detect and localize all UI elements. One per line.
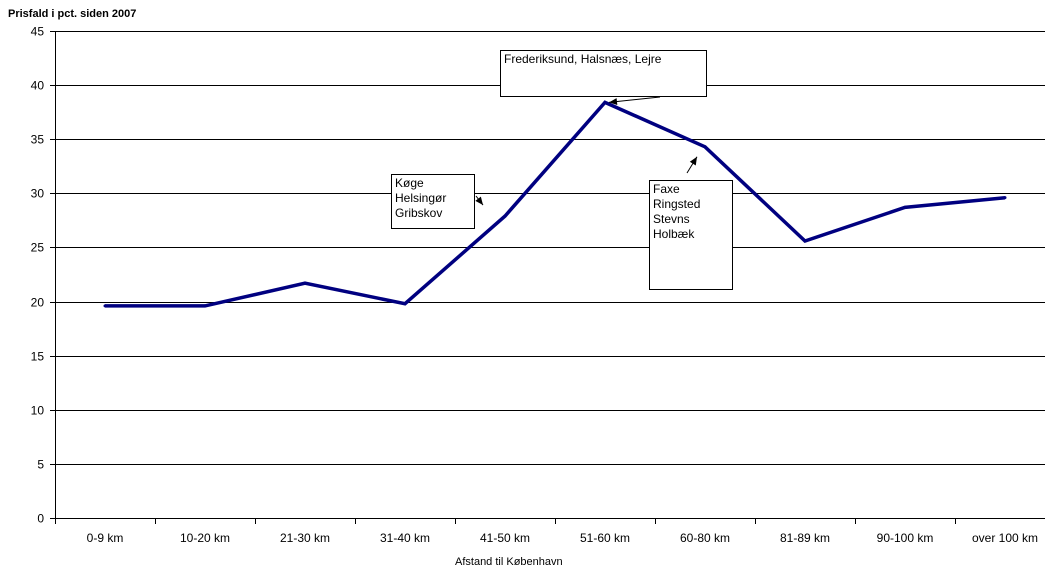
annotation-line: Køge <box>395 176 424 190</box>
data-point <box>803 239 807 243</box>
data-point <box>403 302 407 306</box>
annotation-line: Faxe <box>653 182 680 196</box>
series-layer <box>103 100 1007 308</box>
x-tick-label: 10-20 km <box>180 531 230 545</box>
annotation-line: Ringsted <box>653 197 701 211</box>
annotation-line: Gribskov <box>395 206 443 220</box>
y-axis-title: Prisfald i pct. siden 2007 <box>8 8 137 20</box>
y-tick-label: 0 <box>37 512 44 526</box>
axes <box>55 31 1045 519</box>
series-line <box>105 100 1006 308</box>
data-point <box>503 214 507 218</box>
y-tick-label: 30 <box>31 187 45 201</box>
x-tick-label: 90-100 km <box>877 531 934 545</box>
annotation-box-frederiksund: Frederiksund, Halsnæs, Lejre <box>500 50 707 97</box>
data-point <box>103 304 107 308</box>
annotation-arrows <box>475 96 698 206</box>
data-point <box>703 145 707 149</box>
y-tick-label: 5 <box>37 458 44 472</box>
x-tick-label: 41-50 km <box>480 531 530 545</box>
y-tick-label: 25 <box>31 241 45 255</box>
data-point <box>203 304 207 308</box>
x-tick-label: 51-60 km <box>580 531 630 545</box>
y-tick-label: 45 <box>31 25 45 39</box>
x-tick-label: 21-30 km <box>280 531 330 545</box>
x-tick-label: 60-80 km <box>680 531 730 545</box>
data-point <box>603 100 607 104</box>
annotation-line: Frederiksund, Halsnæs, Lejre <box>504 52 662 66</box>
annotation-line: Stevns <box>653 212 690 226</box>
x-axis-ticks: 0-9 km 10-20 km 21-30 km 31-40 km 41-50 km 51… <box>55 518 1038 545</box>
y-axis-ticks: 0 5 10 15 20 25 30 35 40 45 <box>31 25 55 526</box>
x-tick-label: 31-40 km <box>380 531 430 545</box>
y-tick-label: 20 <box>31 296 45 310</box>
y-tick-label: 35 <box>31 133 45 147</box>
annotation-arrowhead <box>475 196 483 206</box>
y-tick-label: 10 <box>31 404 45 418</box>
annotation-box-koge: Køge Helsingør Gribskov <box>391 174 475 229</box>
annotation-line: Holbæk <box>653 227 695 241</box>
y-tick-label: 40 <box>31 79 45 93</box>
x-tick-label: 81-89 km <box>780 531 830 545</box>
data-point <box>303 281 307 285</box>
x-axis-title: Afstand til København <box>455 556 563 568</box>
data-point <box>903 205 907 209</box>
x-tick-label: over 100 km <box>972 531 1038 545</box>
annotation-box-faxe: Faxe Ringsted Stevns Holbæk <box>649 180 733 290</box>
annotation-arrowhead <box>689 156 697 166</box>
data-point <box>1003 196 1007 200</box>
annotation-arrow <box>608 96 661 103</box>
annotation-arrowhead <box>609 98 618 106</box>
y-tick-label: 15 <box>31 350 45 364</box>
annotation-line: Helsingør <box>395 191 447 205</box>
x-tick-label: 0-9 km <box>87 531 124 545</box>
